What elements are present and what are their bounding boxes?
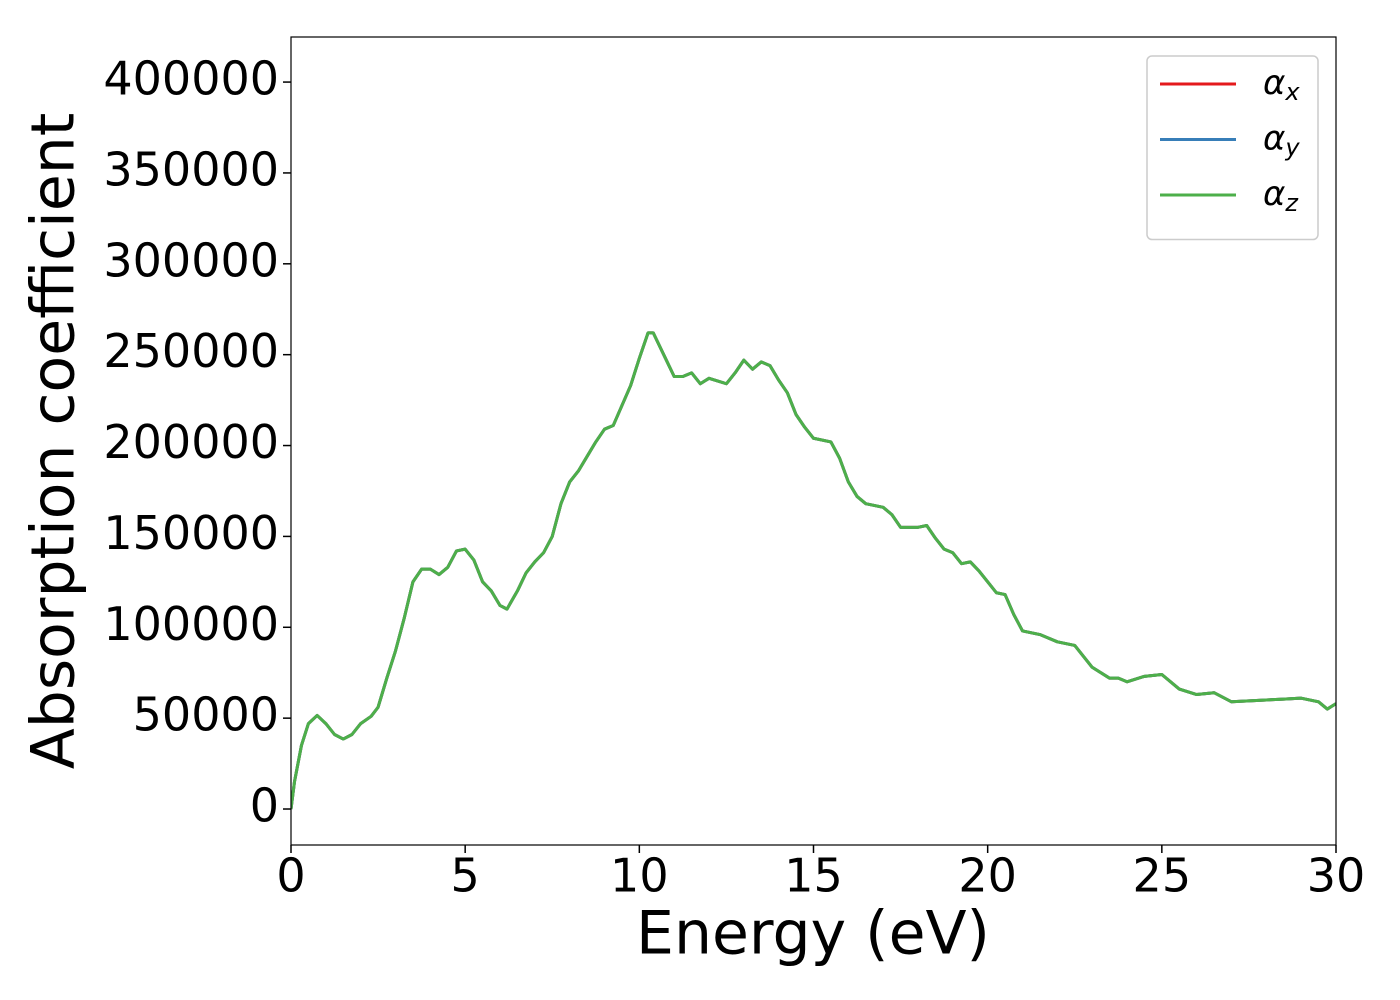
x-tick-label: 20 — [958, 849, 1017, 903]
y-tick-label: 200000 — [103, 415, 279, 469]
legend-label: αx — [1263, 63, 1300, 107]
x-tick-label: 10 — [610, 849, 669, 903]
plot-frame — [290, 36, 1337, 846]
y-tick-label: 250000 — [103, 324, 279, 378]
y-tick-label: 100000 — [103, 597, 279, 651]
y-tick-label: 300000 — [103, 233, 279, 287]
x-tick-label: 15 — [784, 849, 843, 903]
x-tick-label: 0 — [276, 849, 305, 903]
y-tick-label: 350000 — [103, 142, 279, 196]
x-tick-label: 25 — [1133, 849, 1192, 903]
x-tick-label: 30 — [1307, 849, 1366, 903]
x-tick-label: 5 — [451, 849, 480, 903]
y-tick-label: 50000 — [133, 688, 279, 742]
y-axis-label: Absorption coefficient — [19, 113, 89, 770]
x-axis-label: Energy (eV) — [636, 899, 990, 969]
legend-label: αy — [1263, 118, 1300, 162]
y-tick-label: 400000 — [103, 52, 279, 106]
data-line — [291, 331, 1336, 810]
y-tick-label: 150000 — [103, 506, 279, 560]
y-tick-label: 0 — [250, 779, 279, 833]
legend-label: αz — [1263, 174, 1299, 218]
